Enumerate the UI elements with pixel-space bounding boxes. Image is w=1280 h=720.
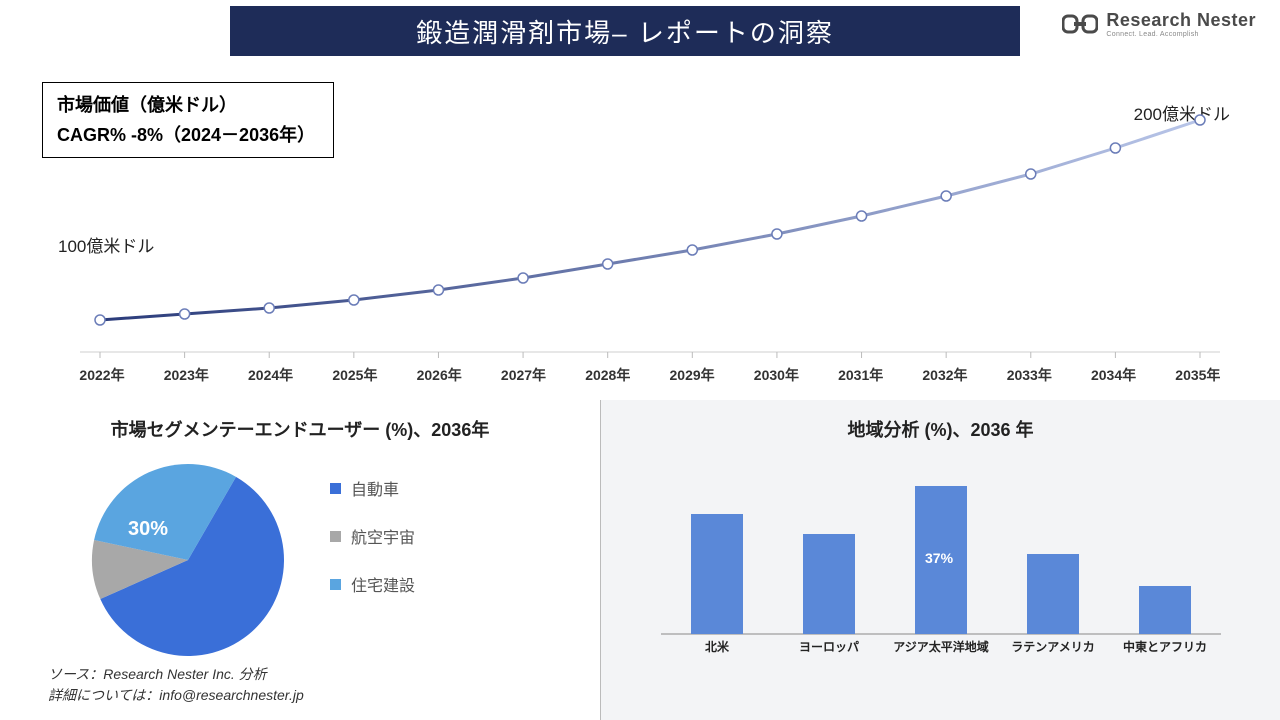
legend-label: 航空宇宙 <box>351 524 415 548</box>
line-chart-xaxis: 2022年2023年2024年2025年2026年2027年2028年2029年… <box>60 365 1240 385</box>
logo-text: Research Nester <box>1106 10 1256 31</box>
market-value-box: 市場価値（億米ドル） CAGR% -8%（2024－2036年） <box>42 82 334 158</box>
year-tick: 2026年 <box>397 365 481 385</box>
bar-xaxis: 北米ヨーロッパアジア太平洋地域ラテンアメリカ中東とアフリカ <box>661 638 1221 655</box>
bar-category: 中東とアフリカ <box>1109 638 1221 655</box>
logo-icon <box>1062 10 1098 38</box>
pie-title: 市場セグメンテーエンドユーザー (%)、2036年 <box>0 416 600 442</box>
header: 鍛造潤滑剤市場– レポートの洞察 Research Nester Connect… <box>0 0 1280 70</box>
pie-slice-label: 30% <box>128 518 168 541</box>
year-tick: 2032年 <box>903 365 987 385</box>
bar-category: ヨーロッパ <box>773 638 885 655</box>
year-tick: 2025年 <box>313 365 397 385</box>
cagr-label: CAGR% -8%（2024－2036年） <box>57 121 315 147</box>
year-tick: 2024年 <box>229 365 313 385</box>
year-tick: 2030年 <box>734 365 818 385</box>
brand-logo: Research Nester Connect. Lead. Accomplis… <box>1062 10 1256 38</box>
year-tick: 2023年 <box>144 365 228 385</box>
bar-category: 北米 <box>661 638 773 655</box>
legend-item: 自動車 <box>330 476 415 500</box>
year-tick: 2033年 <box>987 365 1071 385</box>
year-tick: 2034年 <box>1072 365 1156 385</box>
source-attribution: ソース：Research Nester Inc. 分析 詳細については：info… <box>48 664 304 706</box>
logo-tagline: Connect. Lead. Accomplish <box>1106 31 1256 38</box>
year-tick: 2031年 <box>819 365 903 385</box>
source-line1: ソース：Research Nester Inc. 分析 <box>48 664 304 685</box>
pie-legend: 自動車航空宇宙住宅建設 <box>330 476 415 620</box>
legend-label: 住宅建設 <box>351 572 415 596</box>
legend-swatch <box>330 579 341 590</box>
bar-highlight-label: 37% <box>925 550 953 566</box>
source-line2: 詳細については：info@researchnester.jp <box>48 685 304 706</box>
year-tick: 2029年 <box>650 365 734 385</box>
market-value-label: 市場価値（億米ドル） <box>57 91 315 117</box>
legend-swatch <box>330 483 341 494</box>
report-title: 鍛造潤滑剤市場– レポートの洞察 <box>230 6 1020 56</box>
legend-item: 住宅建設 <box>330 572 415 596</box>
year-tick: 2022年 <box>60 365 144 385</box>
year-tick: 2028年 <box>566 365 650 385</box>
year-tick: 2035年 <box>1156 365 1240 385</box>
legend-item: 航空宇宙 <box>330 524 415 548</box>
year-tick: 2027年 <box>481 365 565 385</box>
legend-label: 自動車 <box>351 476 399 500</box>
bar-title: 地域分析 (%)、2036 年 <box>601 416 1280 442</box>
bar-category: アジア太平洋地域 <box>885 638 997 655</box>
end-user-pie-chart <box>88 460 288 660</box>
legend-swatch <box>330 531 341 542</box>
region-panel: 地域分析 (%)、2036 年 北米ヨーロッパアジア太平洋地域ラテンアメリカ中東… <box>601 400 1280 720</box>
bar-category: ラテンアメリカ <box>997 638 1109 655</box>
